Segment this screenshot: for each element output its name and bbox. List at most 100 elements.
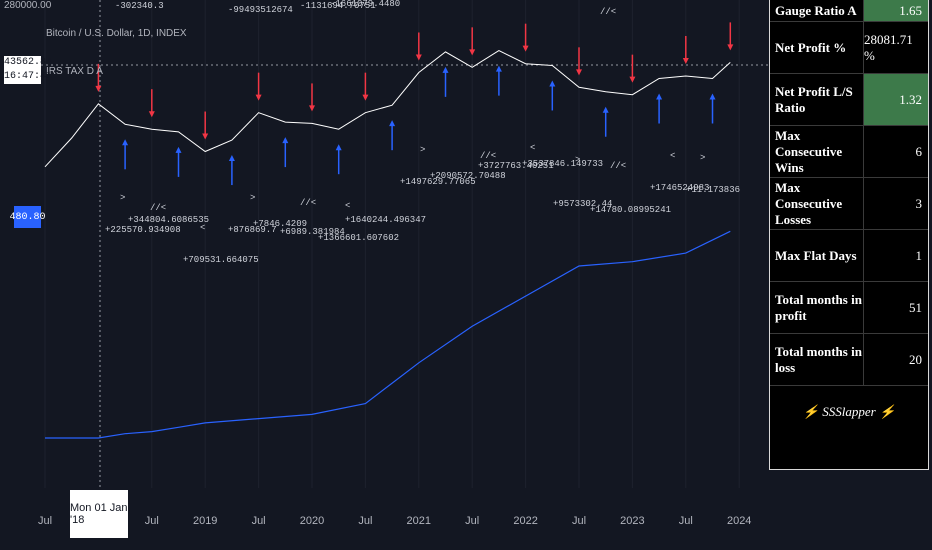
trade-label: +709531.664075 bbox=[183, 255, 259, 265]
x-tick-label: Jul bbox=[679, 515, 693, 527]
buy-arrow-head bbox=[442, 66, 449, 73]
trade-label: +7846.4209 bbox=[253, 219, 307, 229]
stat-row: Net Profit % 28081.71 % bbox=[770, 22, 928, 74]
trade-label: +225570.934908 bbox=[105, 225, 181, 235]
x-tick-label: Jul bbox=[38, 515, 52, 527]
sell-arrow-head bbox=[727, 44, 734, 51]
buy-arrow-head bbox=[495, 65, 502, 72]
stat-value: 51 bbox=[863, 282, 928, 333]
trade-label: +1497629.77065 bbox=[400, 177, 476, 187]
trade-label: +2090572.70488 bbox=[430, 171, 506, 181]
x-axis: Jul Jul 2019 Jul 2020 Jul 2021 Jul 2022 Jul 2023 Ju… bbox=[38, 515, 751, 527]
trade-label: +3537846.149733 bbox=[522, 159, 603, 169]
trade-label: +876869.7 bbox=[228, 225, 277, 235]
signal-symbol: //< bbox=[300, 198, 316, 208]
stat-label: Max Consecutive Losses bbox=[775, 179, 843, 227]
x-tick-label: Jul bbox=[145, 515, 159, 527]
signal-symbol: > bbox=[700, 153, 705, 163]
signal-symbol: > bbox=[575, 155, 580, 165]
stat-row: Max Consecutive Wins 6 bbox=[770, 126, 928, 178]
trade-label: +344804.6086535 bbox=[128, 215, 209, 225]
signal-symbol: < bbox=[670, 151, 675, 161]
buy-arrow-head bbox=[175, 146, 182, 153]
x-tick-label: Jul bbox=[252, 515, 266, 527]
signal-symbol: < bbox=[345, 201, 350, 211]
sell-arrow-head bbox=[362, 94, 369, 101]
trade-label: -1131694.70751 bbox=[300, 1, 376, 11]
current-price-badge: 43562.84 16:47:41 bbox=[4, 56, 53, 84]
sell-arrow-head bbox=[148, 111, 155, 118]
indicator-label[interactable]: IRS TAX D A bbox=[46, 66, 103, 77]
stat-label: Max Flat Days bbox=[775, 247, 857, 263]
chart-series bbox=[44, 50, 731, 439]
symbol-label[interactable]: Bitcoin / U.S. Dollar, 1D, INDEX bbox=[46, 28, 187, 39]
signal-symbol: < bbox=[200, 223, 205, 233]
chart-grid bbox=[44, 0, 740, 488]
stat-row: Total months in loss 20 bbox=[770, 334, 928, 386]
stats-table: Gauge Ratio A 1.65 Net Profit % 28081.71… bbox=[769, 0, 929, 470]
trade-label: +11.173836 bbox=[686, 185, 740, 195]
stat-value: 1.65 bbox=[863, 0, 928, 21]
buy-arrow-head bbox=[656, 93, 663, 100]
stat-row: Gauge Ratio A 1.65 bbox=[770, 0, 928, 22]
sell-arrow-head bbox=[415, 54, 422, 61]
x-tick-label: Jul bbox=[465, 515, 479, 527]
trade-label: +1640244.496347 bbox=[345, 215, 426, 225]
stat-row: Max Consecutive Losses 3 bbox=[770, 178, 928, 230]
buy-arrow-head bbox=[549, 80, 556, 87]
stat-row: Net Profit L/S Ratio 1.32 bbox=[770, 74, 928, 126]
buy-arrow-head bbox=[335, 144, 342, 151]
x-tick-label: Jul bbox=[572, 515, 586, 527]
trade-label: +6989.381984 bbox=[280, 227, 345, 237]
stat-value: 20 bbox=[863, 334, 928, 385]
x-tick-label: 2024 bbox=[727, 515, 751, 527]
buy-arrow-head bbox=[389, 120, 396, 127]
sell-arrow-head bbox=[95, 85, 102, 92]
x-tick-label: 2021 bbox=[407, 515, 431, 527]
stat-row: Total months in profit 51 bbox=[770, 282, 928, 334]
stat-label: Gauge Ratio A bbox=[775, 2, 857, 18]
buy-arrow-head bbox=[602, 106, 609, 113]
trade-label: +14780.08995241 bbox=[590, 205, 671, 215]
crosshair-date-badge: Mon 01 Jan '18 bbox=[70, 490, 128, 538]
sell-arrow-head bbox=[202, 133, 209, 140]
pnl-badge: 480.80 bbox=[10, 206, 46, 228]
chart-canvas[interactable]: +225570.934908+344804.6086535 +709531.664… bbox=[0, 0, 769, 550]
signal-symbol: //< bbox=[480, 151, 496, 161]
buy-arrow-head bbox=[122, 139, 129, 146]
lightning-icon: ⚡ bbox=[802, 404, 820, 419]
signal-symbol: > bbox=[250, 193, 255, 203]
signal-symbol: > bbox=[420, 145, 425, 155]
stat-value: 28081.71 % bbox=[863, 22, 928, 73]
stat-label: Net Profit L/S Ratio bbox=[775, 83, 853, 115]
countdown: 16:47:41 bbox=[4, 71, 53, 82]
signal-symbol: //< bbox=[150, 203, 166, 213]
sell-arrow-head bbox=[576, 69, 582, 76]
x-tick-label: Jul bbox=[358, 515, 372, 527]
sell-arrow-head bbox=[469, 49, 476, 56]
x-tick-label: 2020 bbox=[300, 515, 324, 527]
signal-symbol: //< bbox=[610, 161, 626, 171]
stat-value: 3 bbox=[863, 178, 928, 229]
stat-row: Max Flat Days 1 bbox=[770, 230, 928, 282]
top-value-label: 280000.00 bbox=[4, 0, 52, 11]
price-line bbox=[44, 50, 731, 168]
sell-arrow-head bbox=[309, 105, 315, 112]
trade-label: -302340.3 bbox=[115, 1, 164, 11]
stat-value: 1.32 bbox=[863, 74, 928, 125]
x-tick-label: 2019 bbox=[193, 515, 217, 527]
x-tick-label: 2022 bbox=[513, 515, 537, 527]
sell-arrow-head bbox=[682, 57, 689, 64]
trade-signals: +225570.934908+344804.6086535 +709531.664… bbox=[95, 0, 740, 265]
buy-arrow-head bbox=[709, 93, 716, 100]
buy-arrow-head bbox=[282, 137, 289, 144]
equity-line bbox=[45, 230, 731, 439]
buy-arrow-head bbox=[228, 155, 235, 162]
trade-label: -1661079.4480 bbox=[330, 0, 400, 9]
x-tick-label: 2023 bbox=[620, 515, 644, 527]
lightning-icon: ⚡ bbox=[878, 404, 896, 419]
signature: ⚡ SSSlapper ⚡ bbox=[770, 386, 928, 438]
stat-label: Total months in loss bbox=[775, 343, 862, 375]
stat-value: 1 bbox=[863, 230, 928, 281]
signal-symbol: > bbox=[120, 193, 125, 203]
